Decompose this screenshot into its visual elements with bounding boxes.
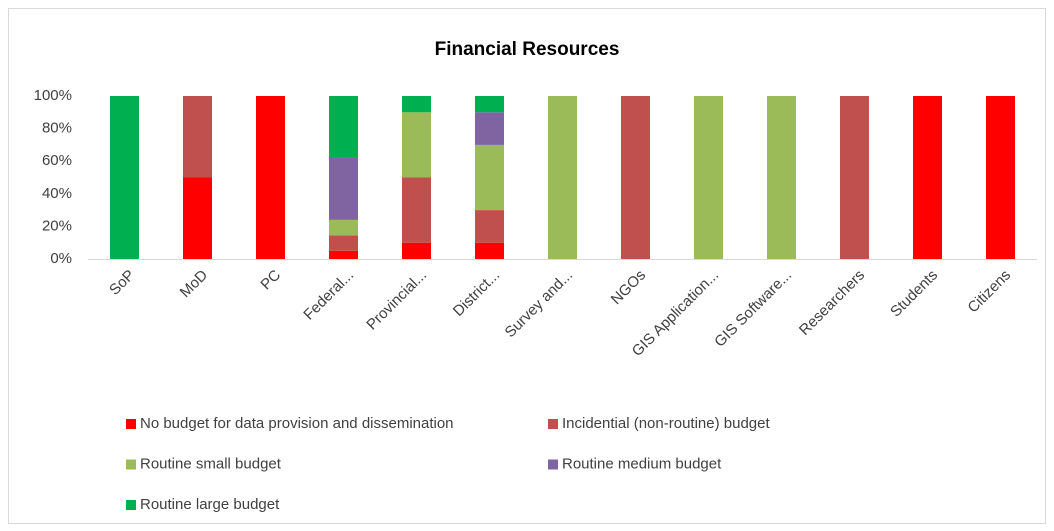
- bar-segment: [402, 96, 431, 113]
- bar-segment: [840, 96, 869, 259]
- y-tick-label: 20%: [42, 217, 72, 234]
- bar-segment: [402, 242, 431, 259]
- y-tick-label: 40%: [42, 185, 72, 202]
- chart-border: [8, 8, 1046, 524]
- bar-segment: [329, 235, 358, 251]
- y-tick-label: 0%: [50, 250, 72, 267]
- y-tick-label: 80%: [42, 120, 72, 137]
- bar-segment: [256, 96, 285, 259]
- bar-segment: [986, 96, 1015, 259]
- bar-segment: [475, 242, 504, 259]
- bar-segment: [475, 210, 504, 243]
- bar-segment: [694, 96, 723, 259]
- bar-segment: [475, 112, 504, 145]
- bar-segment: [475, 96, 504, 113]
- bar-segment: [402, 112, 431, 178]
- chart-title: Financial Resources: [435, 39, 620, 60]
- y-tick-label: 100%: [34, 87, 72, 104]
- bar-segment: [183, 96, 212, 178]
- bar-segment: [329, 219, 358, 236]
- legend-label: Routine small budget: [140, 455, 282, 472]
- bar-segment: [767, 96, 796, 259]
- bar-segment: [475, 144, 504, 211]
- legend-swatch: [126, 459, 136, 470]
- bar-segment: [183, 177, 212, 259]
- bar-segment: [402, 177, 431, 243]
- bar-segment: [329, 96, 358, 158]
- legend-label: No budget for data provision and dissemi…: [140, 415, 454, 432]
- bar-segment: [329, 157, 358, 220]
- bar-segment: [913, 96, 942, 259]
- legend-swatch: [126, 419, 136, 429]
- legend-swatch: [548, 419, 558, 429]
- bar-segment: [621, 96, 650, 259]
- y-tick-label: 60%: [42, 152, 72, 169]
- legend-swatch: [548, 459, 558, 470]
- legend-label: Routine large budget: [140, 496, 280, 513]
- legend-swatch: [126, 500, 136, 510]
- bar-segment: [110, 96, 139, 259]
- bar-segment: [548, 96, 577, 259]
- legend-label: Routine medium budget: [562, 455, 722, 472]
- bar-segment: [329, 250, 358, 259]
- legend-label: Incidential (non-routine) budget: [562, 415, 770, 432]
